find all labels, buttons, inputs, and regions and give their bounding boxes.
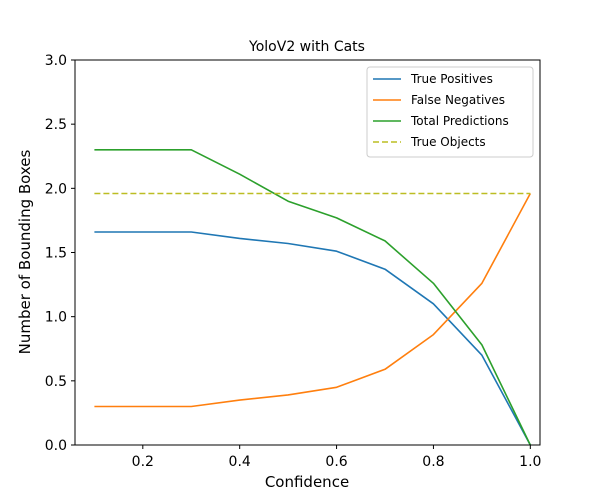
y-tick-label: 1.5 [45, 246, 67, 262]
legend-box [366, 66, 534, 158]
y-tick-label: 0.0 [45, 438, 67, 454]
legend-label: Total Predictions [410, 114, 509, 128]
y-tick-label: 0.5 [45, 374, 67, 390]
x-tick-label: 1.0 [519, 454, 541, 470]
legend: True Positives False Negatives Total Predi… [366, 66, 534, 158]
y-tick-label: 2.5 [45, 117, 67, 133]
y-tick-label: 2.0 [45, 181, 67, 197]
x-tick-label: 0.8 [422, 454, 444, 470]
y-tick-label: 3.0 [45, 53, 67, 69]
x-tick-label: 0.6 [325, 454, 347, 470]
series-line-true-positives [94, 231, 532, 446]
series-line-false-negatives [94, 193, 532, 408]
series-layer [94, 149, 532, 446]
y-axis-label: Number of Bounding Boxes [16, 149, 34, 354]
legend-label: True Positives [410, 72, 493, 86]
chart-title: YoloV2 with Cats [248, 39, 365, 55]
x-axis-label: Confidence [265, 473, 349, 491]
y-axis-ticks: 0.0 0.5 1.0 1.5 2.0 2.5 3.0 [45, 53, 75, 454]
y-tick-label: 1.0 [45, 310, 67, 326]
series-line-total-predictions [94, 149, 532, 446]
x-tick-label: 0.2 [132, 454, 154, 470]
legend-label: False Negatives [411, 93, 505, 107]
legend-label: True Objects [410, 135, 486, 149]
x-tick-label: 0.4 [229, 454, 251, 470]
x-axis-ticks: 0.2 0.4 0.6 0.8 1.0 [132, 445, 541, 470]
